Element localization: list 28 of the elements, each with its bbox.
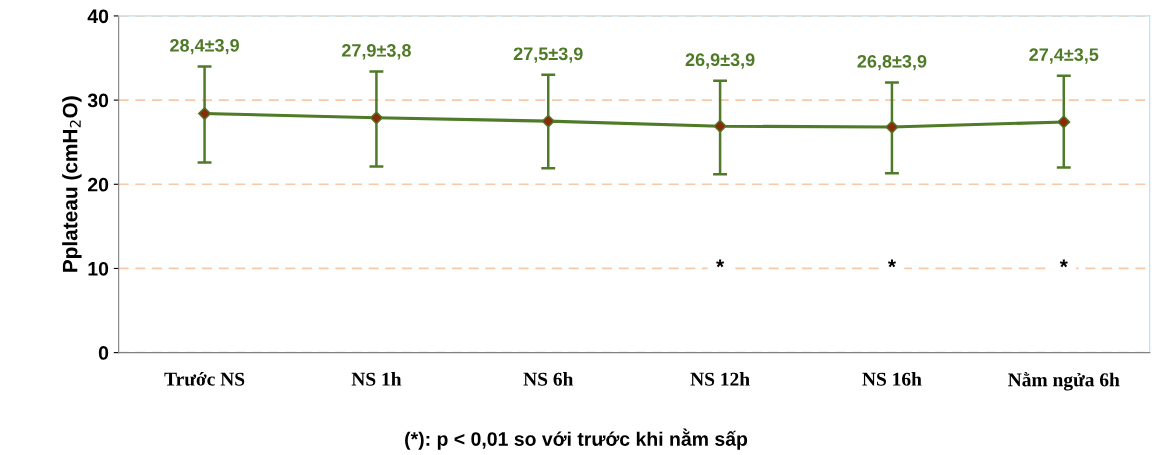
y-tick-label: 0: [98, 346, 109, 360]
point: [713, 119, 727, 133]
point: [1057, 115, 1071, 129]
data-label: 26,9±3,9: [685, 53, 755, 69]
data-label: 27,9±3,8: [341, 44, 411, 60]
annotation: *: [1059, 259, 1068, 268]
annotation: *: [887, 259, 896, 268]
y-tick-label: 30: [87, 93, 109, 108]
x-tick-label: Nằm ngửa 6h: [1008, 372, 1120, 391]
point: [885, 120, 899, 134]
point: [541, 114, 555, 128]
data-label: 27,5±3,9: [513, 47, 583, 63]
x-tick-label: Trước NS: [164, 372, 245, 386]
y-axis-title: Pplateau (cmH$_{2}$O): [62, 96, 82, 272]
data-label: 28,4±3,9: [170, 38, 239, 55]
y-tick-label: 10: [88, 261, 109, 276]
x-tick-label: NS 16h: [862, 372, 922, 386]
annotation: *: [716, 259, 725, 268]
x-tick-label: NS 12h: [690, 372, 750, 386]
text: (*): p < 0,01 so với trước khi nằm sấp: [405, 428, 748, 450]
y-tick-label: 20: [87, 177, 109, 192]
point: [369, 111, 384, 125]
x-tick-label: NS 6h: [523, 372, 574, 386]
y-tick-label: 40: [87, 9, 109, 24]
x-tick-label: NS 1h: [351, 372, 402, 386]
data-label: 26,8±3,9: [857, 54, 927, 71]
data-label: 27,4±3,5: [1029, 48, 1099, 64]
point: [197, 106, 212, 121]
